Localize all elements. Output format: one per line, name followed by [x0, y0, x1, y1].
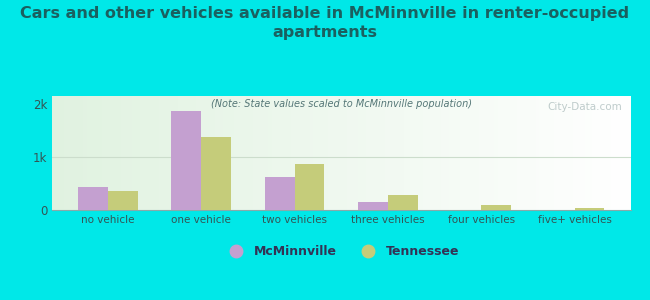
Text: (Note: State values scaled to McMinnville population): (Note: State values scaled to McMinnvill…: [211, 99, 472, 110]
Bar: [575, 208, 604, 210]
Bar: [265, 177, 294, 210]
Bar: [358, 202, 388, 210]
Bar: [481, 205, 511, 210]
Text: City-Data.com: City-Data.com: [547, 102, 622, 112]
Legend: McMinnville, Tennessee: McMinnville, Tennessee: [218, 240, 464, 263]
Bar: [78, 187, 108, 210]
Text: Cars and other vehicles available in McMinnville in renter-occupied
apartments: Cars and other vehicles available in McM…: [20, 6, 630, 40]
Bar: [108, 191, 138, 210]
Bar: [388, 195, 418, 210]
Bar: [294, 164, 324, 210]
Bar: [172, 111, 202, 210]
Bar: [202, 137, 231, 210]
